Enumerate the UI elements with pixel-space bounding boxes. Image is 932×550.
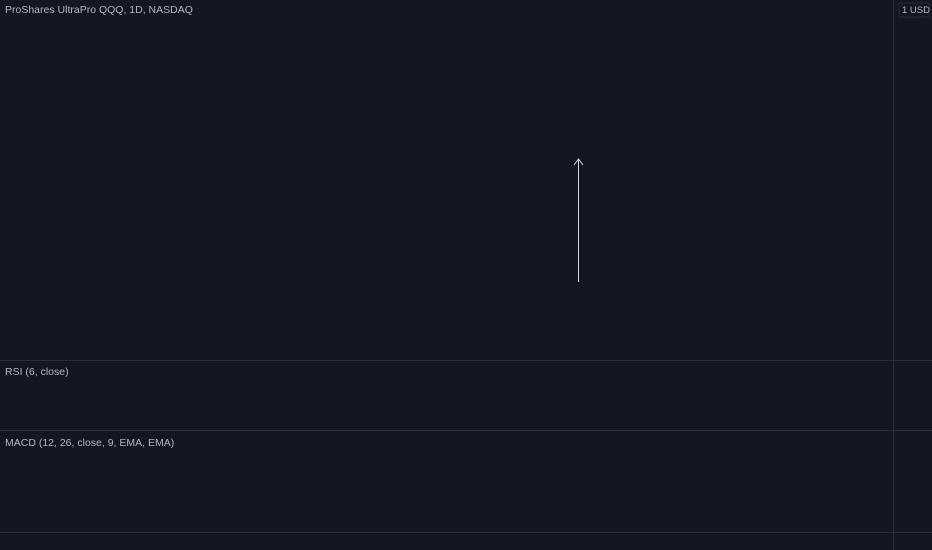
macd-title: MACD (12, 26, close, 9, EMA, EMA) xyxy=(5,437,174,449)
chart-title: ProShares UltraPro QQQ, 1D, NASDAQ xyxy=(5,4,193,16)
currency[interactable]: 1 USD xyxy=(902,5,930,16)
labels: ProShares UltraPro QQQ, 1D, NASDAQ 1 USD… xyxy=(5,2,930,449)
rsi-title: RSI (6, close) xyxy=(5,366,69,378)
currency-box[interactable] xyxy=(898,2,930,18)
drawing-arrowhead xyxy=(573,158,584,166)
